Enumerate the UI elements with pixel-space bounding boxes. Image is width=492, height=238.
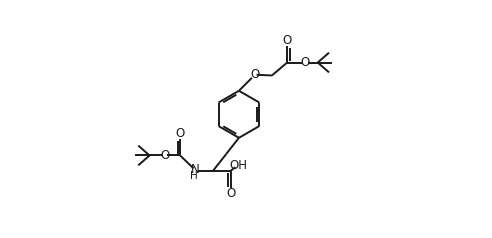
- Text: O: O: [175, 127, 184, 140]
- Text: H: H: [190, 171, 198, 181]
- Text: OH: OH: [229, 159, 247, 172]
- Text: O: O: [226, 187, 235, 200]
- Text: N: N: [191, 163, 200, 176]
- Text: O: O: [301, 56, 310, 69]
- Text: O: O: [250, 68, 260, 81]
- Text: O: O: [160, 149, 169, 162]
- Text: O: O: [282, 35, 292, 47]
